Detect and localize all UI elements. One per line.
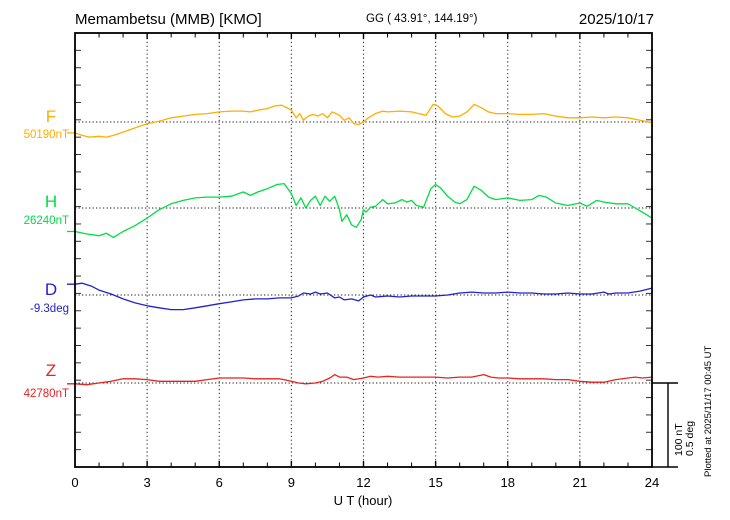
D-curve (67, 282, 653, 311)
observation-date: 2025/10/17 (578, 11, 654, 28)
H-curve (67, 182, 653, 239)
Z-curve (67, 373, 653, 386)
x-tick-label-9: 9 (287, 475, 295, 490)
scale-bar-deg-label: 0.5 deg (684, 420, 696, 456)
x-tick-label-24: 24 (644, 475, 660, 490)
channel-f-baseline-value: 50190nT (23, 129, 69, 141)
F-curve (67, 103, 653, 138)
scale-bar-label: 100 nT 0.5 deg (673, 420, 696, 456)
x-tick-label-6: 6 (215, 475, 223, 490)
plotted-at-timestamp: Plotted at 2025/11/17 00:45 UT (703, 345, 714, 477)
channel-z-baseline-value: 42780nT (23, 388, 69, 400)
channel-d-baseline-value: -9.3deg (29, 303, 69, 315)
x-tick-label-15: 15 (428, 475, 443, 490)
channel-d-label: D (44, 280, 58, 299)
x-tick-label-21: 21 (572, 475, 588, 490)
x-tick-label-12: 12 (356, 475, 371, 490)
x-axis-label: U T (hour) (333, 493, 393, 508)
geographic-coordinates: GG ( 43.91°, 144.19°) (366, 13, 478, 25)
channel-h-label: H (44, 192, 58, 211)
x-tick-label-3: 3 (143, 475, 151, 490)
channel-f-label: F (45, 107, 57, 126)
x-tick-label-0: 0 (71, 475, 79, 490)
channel-z-label: Z (45, 361, 57, 380)
channel-h-baseline-value: 26240nT (23, 215, 69, 227)
x-tick-label-18: 18 (500, 475, 515, 490)
plot-frame (74, 32, 653, 468)
station-title: Memambetsu (MMB) [KMO] (75, 11, 262, 28)
